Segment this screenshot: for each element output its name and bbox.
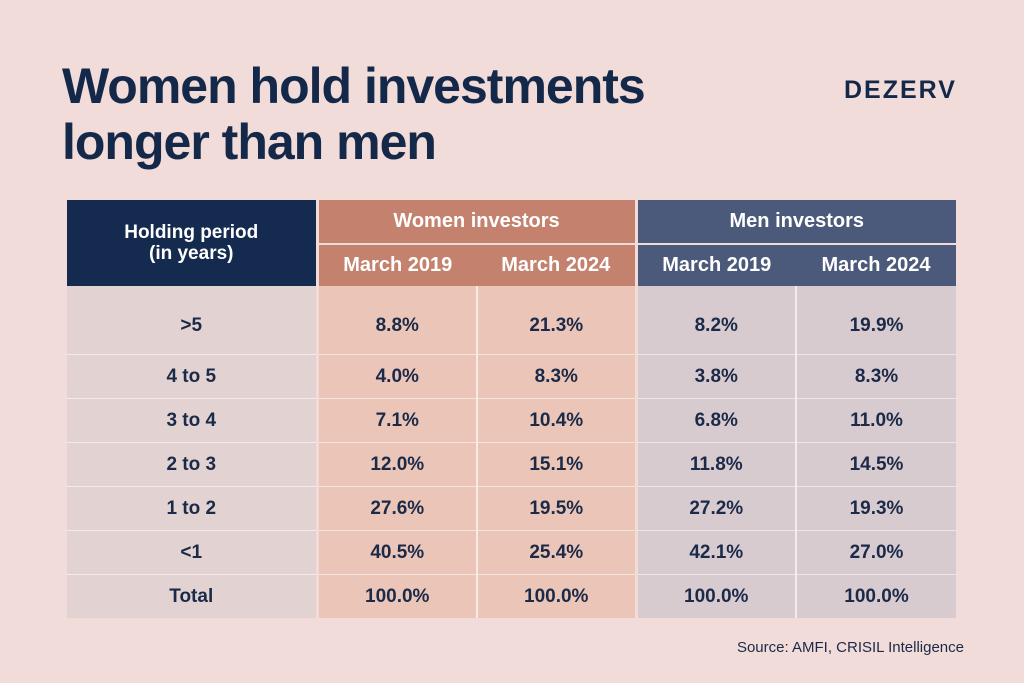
table-cell: 12.0% (315, 442, 477, 487)
table-row: 4 to 5 4.0% 8.3% 3.8% 8.3% (67, 354, 957, 399)
row-label: 2 to 3 (67, 442, 317, 487)
column-header-men-2024: March 2024 (796, 244, 957, 286)
page-title: Women hold investments longer than men (62, 58, 762, 170)
table-cell: 25.4% (476, 530, 636, 575)
table-row: >5 8.8% 21.3% 8.2% 19.9% (67, 286, 957, 355)
table-cell: 100.0% (315, 574, 477, 618)
table-cell: 10.4% (476, 398, 636, 443)
table-cell: 8.8% (315, 286, 477, 355)
row-label: Total (67, 574, 317, 618)
table-cell: 19.5% (476, 486, 636, 531)
table-row: Total 100.0% 100.0% 100.0% 100.0% (67, 574, 957, 618)
table-cell: 14.5% (794, 442, 957, 487)
table-cell: 8.2% (634, 286, 796, 355)
table-cell: 4.0% (315, 354, 477, 399)
row-label: 4 to 5 (67, 354, 317, 399)
table-cell: 19.3% (794, 486, 957, 531)
row-label: <1 (67, 530, 317, 575)
column-header-women-2019: March 2019 (315, 244, 477, 286)
table-cell: 100.0% (794, 574, 957, 618)
table-cell: 11.0% (794, 398, 957, 443)
row-header-label: Holding period (in years) (124, 222, 259, 264)
title-line-2: longer than men (62, 114, 437, 170)
table-cell: 42.1% (634, 530, 796, 575)
table-cell: 40.5% (315, 530, 477, 575)
column-header-women-2024: March 2024 (477, 244, 636, 286)
source-note: Source: AMFI, CRISIL Intelligence (736, 639, 964, 656)
table-row: 1 to 2 27.6% 19.5% 27.2% 19.3% (67, 486, 957, 531)
table-cell: 27.2% (634, 486, 796, 531)
group-header-women: Women investors (315, 200, 636, 245)
table-cell: 3.8% (634, 354, 796, 399)
column-header-men-2019: March 2019 (634, 244, 796, 286)
table-cell: 6.8% (634, 398, 796, 443)
brand-logo: DEZERV (844, 76, 957, 104)
row-label: 3 to 4 (67, 398, 317, 443)
table-row: <1 40.5% 25.4% 42.1% 27.0% (67, 530, 957, 575)
table-cell: 11.8% (634, 442, 796, 487)
table-cell: 21.3% (476, 286, 636, 355)
table-row: 3 to 4 7.1% 10.4% 6.8% 11.0% (67, 398, 957, 443)
table-cell: 8.3% (794, 354, 957, 399)
table-cell: 8.3% (476, 354, 636, 399)
table-cell: 19.9% (794, 286, 957, 355)
holding-period-table: Holding period (in years) Women investor… (67, 200, 957, 618)
table-cell: 100.0% (634, 574, 796, 618)
table-cell: 7.1% (315, 398, 477, 443)
row-header: Holding period (in years) (67, 200, 317, 286)
row-label: 1 to 2 (67, 486, 317, 531)
table-cell: 100.0% (476, 574, 636, 618)
group-header-men: Men investors (634, 200, 957, 245)
table-cell: 15.1% (476, 442, 636, 487)
table-cell: 27.6% (315, 486, 477, 531)
table-row: 2 to 3 12.0% 15.1% 11.8% 14.5% (67, 442, 957, 487)
title-line-1: Women hold investments (62, 58, 646, 114)
table-body: >5 8.8% 21.3% 8.2% 19.9% 4 to 5 4.0% 8.3% 3.8% 8.… (67, 286, 957, 618)
table-cell: 27.0% (794, 530, 957, 575)
row-label: >5 (67, 286, 317, 355)
